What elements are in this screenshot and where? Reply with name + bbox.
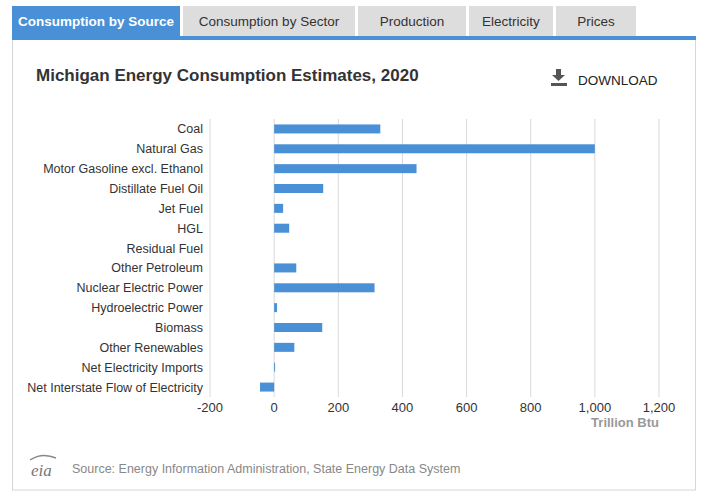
bar	[274, 224, 289, 233]
tick-label: 800	[520, 400, 542, 415]
download-label[interactable]: DOWNLOAD	[578, 73, 658, 88]
grid-line	[402, 119, 403, 397]
bar	[274, 363, 276, 372]
bar	[274, 204, 283, 213]
category-label: Coal	[177, 122, 203, 136]
tab-bg[interactable]	[556, 6, 636, 36]
bar	[274, 124, 380, 133]
grid-line	[594, 119, 595, 397]
category-label: Natural Gas	[136, 142, 203, 156]
tick-label: 1,200	[643, 400, 676, 415]
chart-title: Michigan Energy Consumption Estimates, 2…	[36, 66, 419, 85]
bar	[274, 184, 323, 193]
tick-label: 1,000	[579, 400, 612, 415]
logo-text: eia	[31, 461, 52, 480]
page: Consumption by Source Consumption by Sect…	[0, 0, 704, 500]
category-label: Residual Fuel	[127, 242, 203, 256]
download-icon[interactable]	[551, 83, 567, 86]
tick-label: 400	[392, 400, 414, 415]
logo-arc	[30, 455, 56, 460]
category-label: Motor Gasoline excl. Ethanol	[43, 162, 203, 176]
tick-label: 600	[456, 400, 478, 415]
tick-label: 200	[327, 400, 349, 415]
grid-line	[466, 119, 467, 397]
category-label: Distillate Fuel Oil	[109, 182, 203, 196]
tick-label: -200	[197, 400, 223, 415]
category-label: Nuclear Electric Power	[77, 281, 203, 295]
tab-bg[interactable]	[12, 6, 180, 36]
bar	[274, 343, 294, 352]
category-label: Other Renewables	[99, 341, 203, 355]
tab-bg[interactable]	[358, 6, 466, 36]
tab-label[interactable]: Production	[380, 14, 445, 29]
logo: eia	[30, 455, 56, 480]
bar	[274, 263, 296, 272]
tab-label[interactable]: Prices	[577, 14, 615, 29]
tab[interactable]: Production	[358, 6, 466, 36]
bar	[274, 283, 374, 292]
tab-label[interactable]: Consumption by Sector	[199, 14, 340, 29]
bar	[260, 383, 274, 392]
source-note: Source: Energy Information Administratio…	[72, 462, 460, 476]
bars	[260, 124, 595, 391]
bar	[274, 144, 595, 153]
category-label: HGL	[177, 222, 203, 236]
download-button[interactable]: DOWNLOAD	[551, 69, 658, 88]
grid-line	[338, 119, 339, 397]
download-icon[interactable]	[552, 69, 565, 81]
widget-frame	[13, 38, 696, 490]
grid-line	[659, 119, 660, 397]
grid-line	[530, 119, 531, 397]
tab[interactable]: Consumption by Source	[12, 6, 180, 36]
bar	[274, 244, 275, 253]
tab[interactable]: Electricity	[469, 6, 553, 36]
grid-line	[210, 119, 211, 397]
category-label: Hydroelectric Power	[91, 301, 203, 315]
category-label: Net Electricity Imports	[81, 361, 203, 375]
bar	[274, 164, 416, 173]
bar	[274, 303, 277, 312]
axis-label: Trillion Btu	[591, 415, 659, 430]
tab-bg[interactable]	[183, 6, 355, 36]
bar	[274, 323, 322, 332]
tick-label: 0	[271, 400, 278, 415]
tab-label[interactable]: Consumption by Source	[18, 14, 175, 29]
tab-underline	[12, 36, 696, 40]
tab[interactable]: Consumption by Sector	[183, 6, 355, 36]
category-label: Net Interstate Flow of Electricity	[27, 381, 204, 395]
category-label: Other Petroleum	[111, 261, 203, 275]
grid-line	[274, 119, 275, 397]
category-label: Jet Fuel	[159, 202, 203, 216]
tab[interactable]: Prices	[556, 6, 636, 36]
tab-label[interactable]: Electricity	[482, 14, 540, 29]
tab-bg[interactable]	[469, 6, 553, 36]
category-label: Biomass	[155, 321, 203, 335]
